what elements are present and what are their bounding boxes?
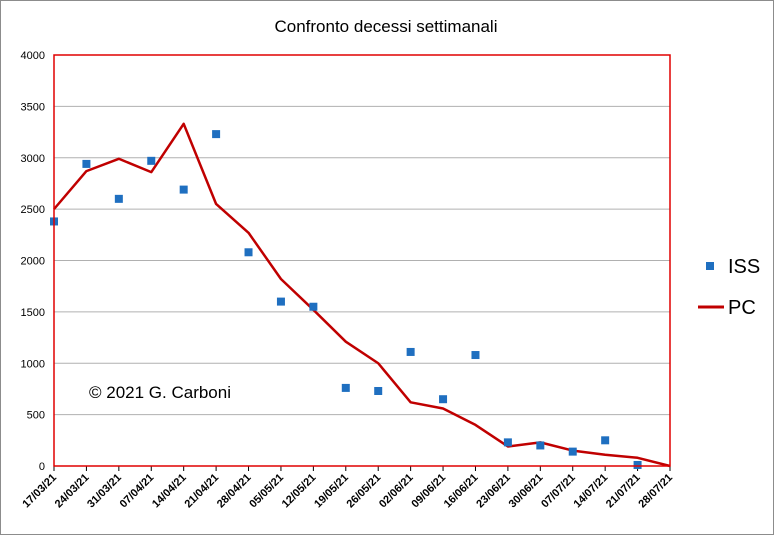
iss-data-point [276, 297, 285, 306]
x-tick-label: 09/06/21 [409, 472, 448, 511]
iss-data-point [212, 130, 221, 139]
pc-series-line [53, 122, 671, 468]
x-tick-label: 07/04/21 [118, 472, 157, 511]
iss-data-point [147, 156, 156, 165]
iss-data-point [244, 248, 253, 257]
x-tick-label: 19/05/21 [312, 472, 351, 511]
plot-area-border [53, 54, 671, 467]
y-tick-label: 2000 [21, 256, 45, 268]
chart-title: Confronto decessi settimanali [274, 17, 497, 36]
y-tick-label: 0 [39, 461, 45, 473]
y-tick-label: 3500 [21, 101, 45, 113]
iss-data-point [374, 386, 383, 395]
y-tick-label: 2500 [21, 204, 45, 216]
y-tick-label: 1000 [21, 358, 45, 370]
copyright-annotation: © 2021 G. Carboni [89, 383, 231, 402]
x-tick-label: 21/04/21 [182, 472, 221, 511]
legend-iss-marker [706, 262, 714, 270]
iss-data-point [114, 194, 123, 203]
x-tick-label: 14/07/21 [572, 472, 611, 511]
x-tick-label: 23/06/21 [474, 472, 513, 511]
x-tick-label: 05/05/21 [247, 472, 286, 511]
iss-data-point [633, 460, 642, 469]
x-tick-label: 07/07/21 [539, 472, 578, 511]
x-tick-label: 31/03/21 [85, 472, 124, 511]
x-tick-label: 26/05/21 [345, 472, 384, 511]
iss-data-point [82, 159, 91, 168]
iss-data-point [568, 447, 577, 456]
iss-data-point [536, 441, 545, 450]
grid [54, 105, 670, 416]
legend-pc-label: PC [728, 297, 756, 319]
x-tick-label: 17/03/21 [20, 472, 59, 511]
x-tick-label: 21/07/21 [604, 472, 643, 511]
y-tick-label: 500 [27, 410, 45, 422]
legend-iss-label: ISS [728, 256, 760, 278]
y-axis-ticks: 0 500 1000 1500 2000 2500 3000 3500 4000 [21, 50, 45, 473]
x-tick-label: 14/04/21 [150, 472, 189, 511]
x-tick-label: 30/06/21 [507, 472, 546, 511]
x-tick-label: 28/07/21 [636, 472, 675, 511]
y-tick-label: 3000 [21, 153, 45, 165]
x-tick-label: 16/06/21 [442, 472, 481, 511]
y-tick-label: 1500 [21, 307, 45, 319]
y-tick-label: 4000 [21, 50, 45, 62]
series-iss [50, 130, 642, 469]
x-tick-label: 24/03/21 [53, 472, 92, 511]
iss-data-point [439, 395, 448, 404]
iss-data-point [341, 383, 350, 392]
x-tick-label: 28/04/21 [215, 472, 254, 511]
iss-data-point [309, 302, 318, 311]
iss-data-point [601, 436, 610, 445]
iss-data-point [406, 347, 415, 356]
iss-data-point [179, 185, 188, 194]
iss-data-point [503, 438, 512, 447]
series-pc [53, 122, 671, 468]
legend: ISS PC [698, 256, 760, 319]
x-tick-label: 02/06/21 [377, 472, 416, 511]
x-tick-label: 12/05/21 [280, 472, 319, 511]
x-axis-ticks: 17/03/2124/03/2131/03/2107/04/2114/04/21… [20, 466, 675, 510]
iss-data-point [471, 351, 480, 360]
